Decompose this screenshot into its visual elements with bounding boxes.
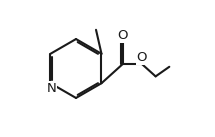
Text: O: O xyxy=(137,51,147,64)
Text: N: N xyxy=(46,82,56,95)
Text: O: O xyxy=(117,29,128,42)
